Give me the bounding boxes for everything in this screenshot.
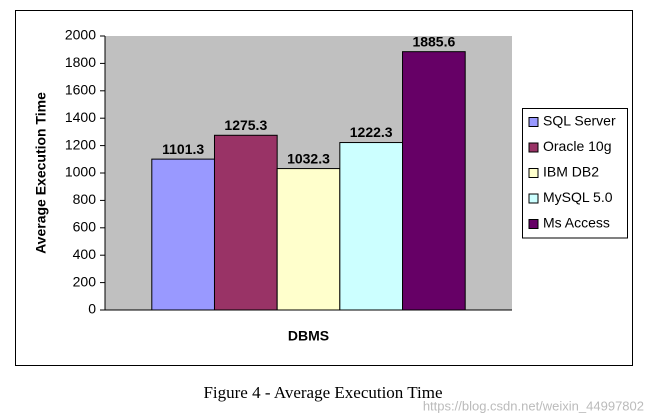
data-label: 1885.6	[412, 33, 455, 49]
y-axis-label: Average Execution Time	[33, 92, 49, 254]
legend-label: Oracle 10g	[543, 138, 611, 154]
bar	[402, 51, 466, 311]
bar	[339, 142, 404, 311]
data-label: 1222.3	[350, 124, 393, 140]
x-tick-label: DBMS	[288, 328, 329, 344]
y-tick-label: 1200	[65, 136, 96, 152]
data-label: 1101.3	[162, 141, 204, 157]
y-tick-label: 400	[73, 246, 97, 262]
y-tick-label: 1600	[65, 82, 96, 98]
caption: Figure 4 - Average Execution Time	[203, 383, 442, 402]
data-label: 1032.3	[287, 150, 330, 166]
legend-swatch	[528, 142, 539, 153]
legend-label: IBM DB2	[543, 164, 599, 180]
y-tick-label: 800	[73, 191, 97, 207]
y-tick-label: 2000	[65, 27, 96, 43]
watermark: https://blog.csdn.net/weixin_44997802	[423, 398, 644, 413]
data-label: 1275.3	[224, 117, 267, 133]
legend-label: MySQL 5.0	[543, 189, 613, 205]
legend-swatch	[528, 219, 539, 229]
legend-swatch	[528, 117, 539, 127]
bar	[213, 134, 278, 311]
bar	[151, 158, 215, 311]
legend-label: SQL Server	[543, 113, 616, 129]
legend-box	[522, 108, 628, 239]
y-tick-label: 0	[88, 301, 96, 317]
y-tick-label: 1800	[65, 54, 96, 70]
legend-swatch	[528, 193, 539, 204]
y-tick-label: 600	[73, 219, 97, 235]
y-tick-label: 1400	[65, 109, 96, 125]
legend-swatch	[528, 168, 539, 178]
legend-label: Ms Access	[543, 215, 610, 231]
y-tick-label: 200	[73, 273, 97, 289]
bar	[276, 168, 341, 311]
y-tick-label: 1000	[65, 164, 96, 180]
